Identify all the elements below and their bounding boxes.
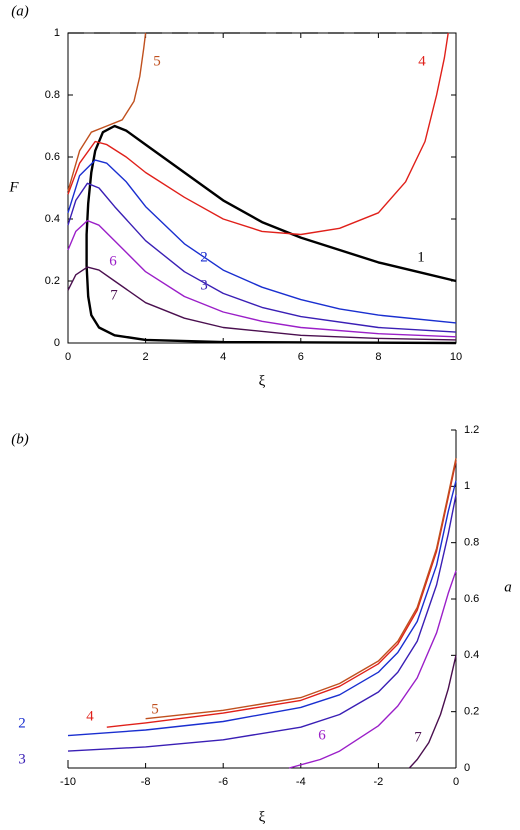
curve-label: 7 — [414, 729, 422, 745]
curve-label: 3 — [200, 277, 208, 293]
curve — [67, 480, 457, 737]
y-axis-label: a — [504, 579, 512, 595]
curve-label: 2 — [200, 249, 208, 265]
y-tick-label: 0.6 — [45, 151, 60, 163]
curve — [145, 458, 457, 720]
x-tick-label: 0 — [453, 776, 459, 788]
curve — [67, 159, 457, 324]
y-tick-label: 0.8 — [464, 537, 479, 549]
x-tick-label: -6 — [218, 776, 228, 788]
curve-label: 5 — [151, 701, 159, 717]
x-tick-label: 2 — [143, 351, 149, 363]
plot-frame — [67, 32, 457, 344]
panel-label: (b) — [11, 431, 29, 447]
x-axis-label: ξ — [259, 809, 266, 825]
x-axis-label: ξ — [259, 373, 266, 389]
curve-label: 3 — [18, 751, 26, 767]
curve — [67, 32, 147, 192]
curve — [289, 570, 457, 769]
x-tick-label: -2 — [374, 776, 384, 788]
x-tick-label: -8 — [141, 776, 151, 788]
curve — [67, 182, 457, 333]
y-tick-label: 0.2 — [464, 706, 479, 718]
curve — [408, 655, 457, 769]
curve-label: 4 — [418, 53, 426, 69]
x-tick-label: -10 — [60, 776, 76, 788]
curve-label: 5 — [153, 53, 161, 69]
y-tick-label: 0.6 — [464, 593, 479, 605]
x-tick-label: 0 — [65, 351, 71, 363]
panel-label: (a) — [11, 3, 29, 19]
curve-label: 1 — [417, 249, 425, 265]
curve-label: 6 — [318, 727, 326, 743]
y-axis-label: F — [8, 179, 19, 195]
y-tick-label: 0 — [54, 337, 60, 349]
curve-label: 4 — [86, 708, 94, 724]
x-tick-label: -4 — [296, 776, 306, 788]
curve — [67, 266, 457, 341]
curve — [106, 460, 457, 728]
y-tick-label: 1.2 — [464, 424, 479, 436]
curve — [85, 124, 457, 345]
y-tick-label: 1 — [464, 480, 470, 492]
y-tick-label: 0.2 — [45, 275, 60, 287]
x-tick-label: 8 — [375, 351, 381, 363]
x-tick-label: 4 — [220, 351, 226, 363]
y-tick-label: 0 — [464, 762, 470, 774]
curve-label: 2 — [18, 715, 26, 731]
curve-label: 7 — [110, 287, 118, 303]
curve — [67, 494, 457, 752]
y-tick-label: 0.8 — [45, 89, 60, 101]
y-tick-label: 0.4 — [45, 213, 60, 225]
curve — [67, 219, 457, 338]
curve — [67, 32, 449, 236]
x-tick-label: 10 — [450, 351, 462, 363]
y-tick-label: 1 — [54, 27, 60, 39]
x-tick-label: 6 — [298, 351, 304, 363]
y-tick-label: 0.4 — [464, 649, 479, 661]
curve-label: 6 — [109, 253, 117, 269]
